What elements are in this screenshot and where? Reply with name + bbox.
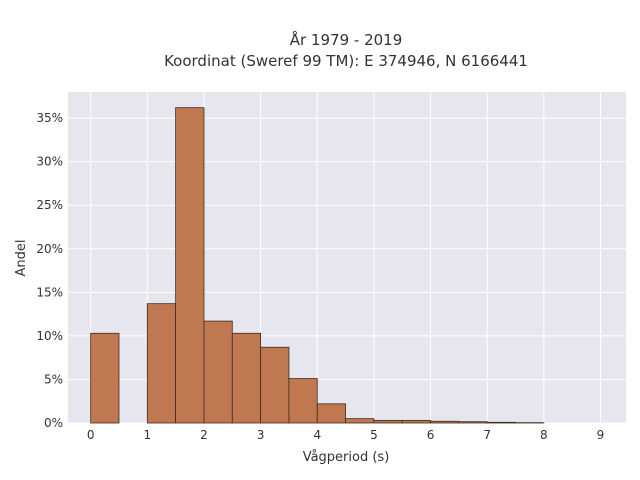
bar-0 [90,332,120,424]
x-axis-title: Vågperiod (s) [303,450,390,465]
y-axis-ticks: 0% 5% 10% 15% 20% 25% 30% 35% [36,111,63,430]
bar-10 [373,419,403,424]
y-tick-label-5: 25% [36,198,63,212]
x-tick-label-4: 4 [313,428,321,442]
x-tick-label-6: 6 [427,428,435,442]
bar-13 [458,421,488,424]
bar-5 [231,332,262,424]
bar-2 [146,303,177,424]
bar-14 [486,421,516,424]
bar-9 [345,418,375,424]
bar-4 [203,320,233,424]
x-tick-label-2: 2 [200,428,208,442]
chart-subtitle: Koordinat (Sweref 99 TM): E 374946, N 61… [164,52,528,70]
y-tick-label-7: 35% [36,111,63,125]
x-tick-label-9: 9 [597,428,605,442]
y-tick-label-0: 0% [44,416,63,430]
x-axis-ticks: 0 1 2 3 4 5 6 7 8 9 [87,428,604,442]
x-tick-label-1: 1 [143,428,151,442]
bar-7 [288,378,318,424]
y-tick-label-6: 30% [36,155,63,169]
x-tick-label-8: 8 [540,428,548,442]
x-tick-label-7: 7 [483,428,491,442]
bar-6 [260,346,290,424]
y-tick-label-3: 15% [36,285,63,299]
bars [90,107,545,424]
x-tick-label-0: 0 [87,428,95,442]
bar-8 [316,403,346,424]
y-tick-label-2: 10% [36,329,63,343]
bar-11 [401,419,431,424]
y-axis-title: Andel [14,240,29,277]
y-tick-label-4: 20% [36,242,63,256]
bar-12 [430,420,460,424]
x-tick-label-3: 3 [257,428,265,442]
y-tick-label-1: 5% [44,372,63,386]
x-tick-label-5: 5 [370,428,378,442]
chart-title: År 1979 - 2019 [290,30,403,49]
bar-3 [175,107,205,424]
